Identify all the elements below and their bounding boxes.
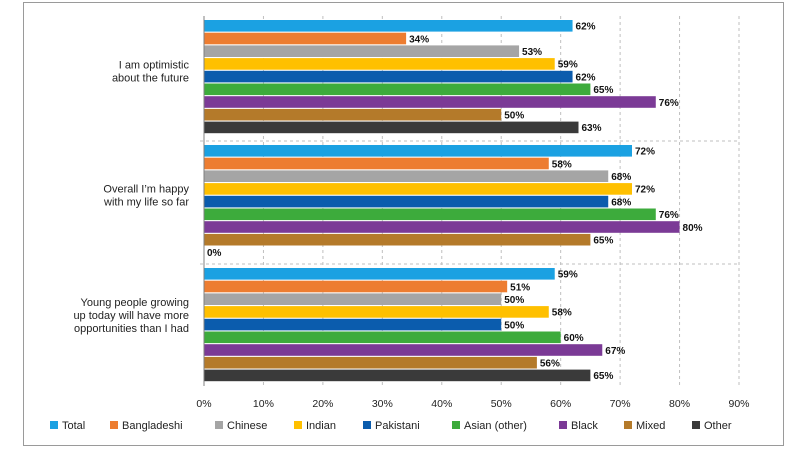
legend-swatch xyxy=(692,421,700,429)
data-label: 56% xyxy=(540,359,560,370)
category-label: Young people growing up today will have m… xyxy=(73,297,189,335)
category-label: Overall I’m happy with my life so far xyxy=(103,184,189,209)
bar xyxy=(204,280,508,293)
data-label: 65% xyxy=(593,371,613,382)
data-label: 80% xyxy=(683,223,703,234)
data-label: 68% xyxy=(611,172,631,183)
legend-label: Chinese xyxy=(227,420,267,432)
bar xyxy=(204,157,549,170)
legend-swatch xyxy=(624,421,632,429)
category-label-line: opportunities than I had xyxy=(74,323,189,335)
data-label: 0% xyxy=(207,248,222,259)
bar xyxy=(204,20,573,32)
category-label-line: Overall I’m happy xyxy=(103,184,189,196)
data-label: 60% xyxy=(564,333,584,344)
bar xyxy=(204,221,680,233)
legend-swatch xyxy=(559,421,567,429)
legend-swatch xyxy=(294,421,302,429)
legend-label: Mixed xyxy=(636,420,665,432)
data-label: 65% xyxy=(593,236,613,247)
legend-label: Indian xyxy=(306,420,336,432)
legend-label: Bangladeshi xyxy=(122,420,183,432)
legend-swatch xyxy=(452,421,460,429)
legend-label: Asian (other) xyxy=(464,420,527,432)
data-label: 50% xyxy=(504,111,524,122)
category-label-line: I am optimistic xyxy=(119,60,190,72)
x-tick-label: 50% xyxy=(491,398,512,410)
data-label: 72% xyxy=(635,185,655,196)
x-tick-label: 10% xyxy=(253,398,274,410)
x-tick-label: 70% xyxy=(610,398,631,410)
legend-swatch xyxy=(363,421,371,429)
legend-label: Pakistani xyxy=(375,420,420,432)
bar xyxy=(204,121,579,134)
legend-swatch xyxy=(110,421,118,429)
category-label-line: up today will have more xyxy=(73,310,189,322)
bar xyxy=(204,195,609,208)
data-label: 53% xyxy=(522,47,542,58)
bar xyxy=(204,318,502,331)
data-label: 59% xyxy=(558,270,578,281)
legend-label: Total xyxy=(62,420,85,432)
data-label: 65% xyxy=(593,85,613,96)
bar xyxy=(204,208,656,221)
data-label: 68% xyxy=(611,197,631,208)
bar xyxy=(204,268,555,280)
bar xyxy=(204,369,591,382)
data-label: 50% xyxy=(504,295,524,306)
bar xyxy=(204,293,502,305)
data-label: 63% xyxy=(582,123,602,134)
bar xyxy=(204,306,549,318)
legend-label: Other xyxy=(704,420,732,432)
bar xyxy=(204,70,573,83)
x-tick-label: 60% xyxy=(550,398,571,410)
x-tick-label: 0% xyxy=(196,398,211,410)
bar xyxy=(204,145,632,157)
data-label: 50% xyxy=(504,320,524,331)
bar xyxy=(204,170,609,182)
bar xyxy=(204,108,502,121)
data-label: 58% xyxy=(552,159,572,170)
category-label-line: Young people growing xyxy=(81,297,189,309)
bar xyxy=(204,58,555,70)
data-label: 76% xyxy=(659,210,679,221)
data-label: 58% xyxy=(552,308,572,319)
category-label: I am optimistic about the future xyxy=(112,60,190,85)
legend-label: Black xyxy=(571,420,598,432)
x-tick-label: 90% xyxy=(728,398,749,410)
x-tick-label: 40% xyxy=(431,398,452,410)
data-label: 62% xyxy=(576,72,596,83)
data-label: 72% xyxy=(635,147,655,158)
bar xyxy=(204,83,591,96)
bar xyxy=(204,183,632,195)
bar xyxy=(204,331,561,344)
bar xyxy=(204,96,656,108)
category-label-line: with my life so far xyxy=(103,197,189,209)
legend-swatch xyxy=(215,421,223,429)
data-label: 51% xyxy=(510,282,530,293)
category-label-line: about the future xyxy=(112,73,189,85)
bar xyxy=(204,356,537,369)
x-tick-label: 80% xyxy=(669,398,690,410)
bar xyxy=(204,233,591,246)
x-tick-label: 30% xyxy=(372,398,393,410)
data-label: 76% xyxy=(659,98,679,109)
bar xyxy=(204,32,407,45)
x-tick-label: 20% xyxy=(312,398,333,410)
data-label: 34% xyxy=(409,34,429,45)
data-label: 62% xyxy=(576,22,596,33)
data-label: 59% xyxy=(558,60,578,71)
legend-swatch xyxy=(50,421,58,429)
bar xyxy=(204,344,603,356)
bar xyxy=(204,45,520,57)
data-label: 67% xyxy=(605,346,625,357)
